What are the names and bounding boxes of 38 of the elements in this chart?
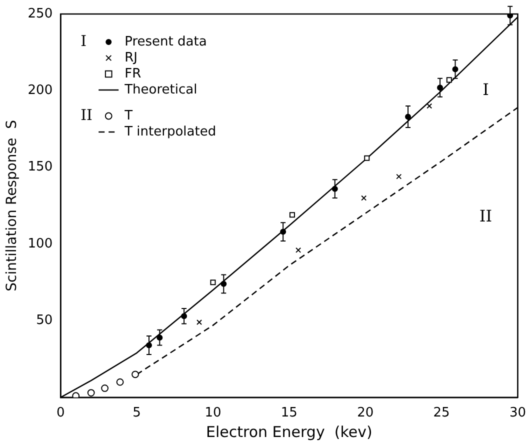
y-tick-label: 200 <box>28 83 53 98</box>
point <box>361 195 367 201</box>
y-tick-label: 100 <box>28 236 53 252</box>
point <box>87 389 95 396</box>
x-tick-label: 5 <box>132 406 141 421</box>
point <box>364 155 370 161</box>
y-tick-label: 150 <box>28 160 53 175</box>
point <box>296 247 302 253</box>
legend-label: RJ <box>124 50 138 66</box>
legend-label: Present data <box>124 34 207 50</box>
point <box>507 14 514 19</box>
annotation: II <box>479 206 492 226</box>
x-tick-label: 20 <box>357 406 374 421</box>
legend-label: T <box>124 108 133 124</box>
y-tick-label: 250 <box>28 6 53 22</box>
legend-label: Theoretical <box>124 82 198 98</box>
point <box>210 280 216 286</box>
x-tick-label: 30 <box>509 406 526 421</box>
point <box>446 77 452 83</box>
point <box>101 384 108 392</box>
annotation: I <box>80 32 87 50</box>
point <box>289 212 295 218</box>
x-tick-label: 10 <box>204 406 222 421</box>
annotation: II <box>80 106 93 124</box>
point <box>132 370 139 378</box>
legend-label: FR <box>124 66 142 82</box>
x-axis-title: Electron Energy (kev) <box>206 422 372 441</box>
y-axis-title: Scintillation Response S <box>4 120 20 292</box>
y-tick-label: 50 <box>36 313 53 328</box>
point <box>396 174 402 180</box>
point <box>426 103 432 109</box>
x-tick-label: 15 <box>280 406 298 421</box>
legend-label: T interpolated <box>124 124 216 140</box>
point <box>196 319 202 326</box>
x-tick-label: 25 <box>433 406 450 421</box>
annotation: I <box>482 80 489 99</box>
point <box>116 378 124 386</box>
x-tick-label: 0 <box>56 406 65 421</box>
